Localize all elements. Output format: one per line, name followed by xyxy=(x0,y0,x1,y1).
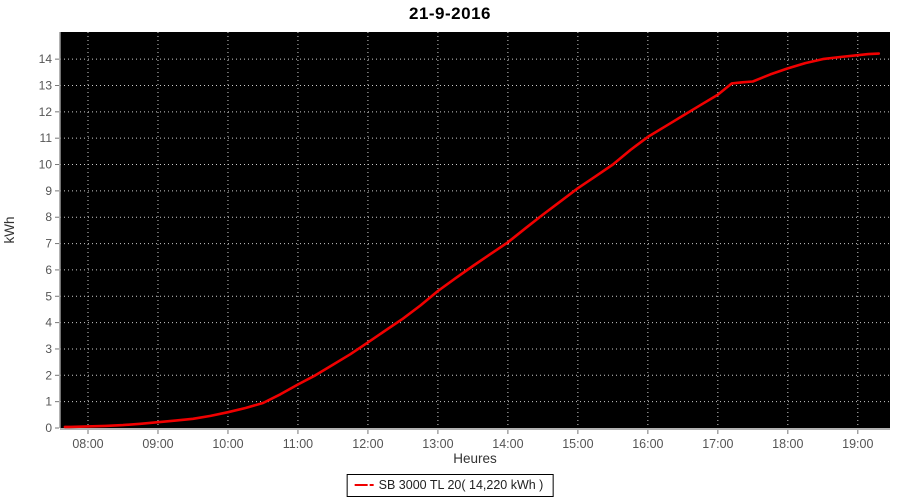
x-tick-label: 19:00 xyxy=(842,437,873,451)
axis-lines xyxy=(59,32,890,430)
y-tick-label: 8 xyxy=(45,210,52,224)
x-tick-label: 14:00 xyxy=(492,437,523,451)
y-tick-label: 2 xyxy=(45,368,52,382)
legend: SB 3000 TL 20( 14,220 kWh ) xyxy=(346,474,554,497)
x-tick-label: 18:00 xyxy=(772,437,803,451)
y-tick-label: 12 xyxy=(39,105,53,119)
y-tick-label: 14 xyxy=(39,52,53,66)
y-tick-label: 9 xyxy=(45,184,52,198)
x-tick-label: 10:00 xyxy=(212,437,243,451)
y-axis-title: kWh xyxy=(2,217,17,244)
plot-area xyxy=(60,32,890,428)
y-tick-label: 7 xyxy=(45,237,52,251)
legend-label: SB 3000 TL 20( 14,220 kWh ) xyxy=(378,478,544,492)
x-tick-label: 08:00 xyxy=(72,437,103,451)
x-tick-label: 12:00 xyxy=(352,437,383,451)
y-tick-label: 1 xyxy=(45,395,52,409)
chart-title: 21-9-2016 xyxy=(408,4,491,23)
y-tick-label: 13 xyxy=(39,78,53,92)
y-tick-label: 10 xyxy=(39,158,53,172)
y-tick-label: 0 xyxy=(45,421,52,435)
x-axis-title: Heures xyxy=(453,451,497,466)
y-tick-label: 5 xyxy=(45,289,52,303)
y-tick-label: 11 xyxy=(40,131,53,145)
y-tick-label: 3 xyxy=(45,342,52,356)
x-tick-label: 13:00 xyxy=(422,437,453,451)
y-tick-label: 4 xyxy=(45,316,52,330)
x-tick-label: 16:00 xyxy=(632,437,663,451)
y-tick-label: 6 xyxy=(45,263,52,277)
x-tick-label: 09:00 xyxy=(142,437,173,451)
series-line xyxy=(63,52,881,429)
x-tick-label: 15:00 xyxy=(562,437,593,451)
x-tick-label: 11:00 xyxy=(283,437,313,451)
tick-marks xyxy=(55,58,859,434)
x-axis-tick-labels: 08:00 09:00 10:00 11:00 12:00 13:00 14:00 15:00… xyxy=(72,437,873,451)
x-tick-label: 17:00 xyxy=(702,437,733,451)
legend-line-marker xyxy=(354,484,374,486)
